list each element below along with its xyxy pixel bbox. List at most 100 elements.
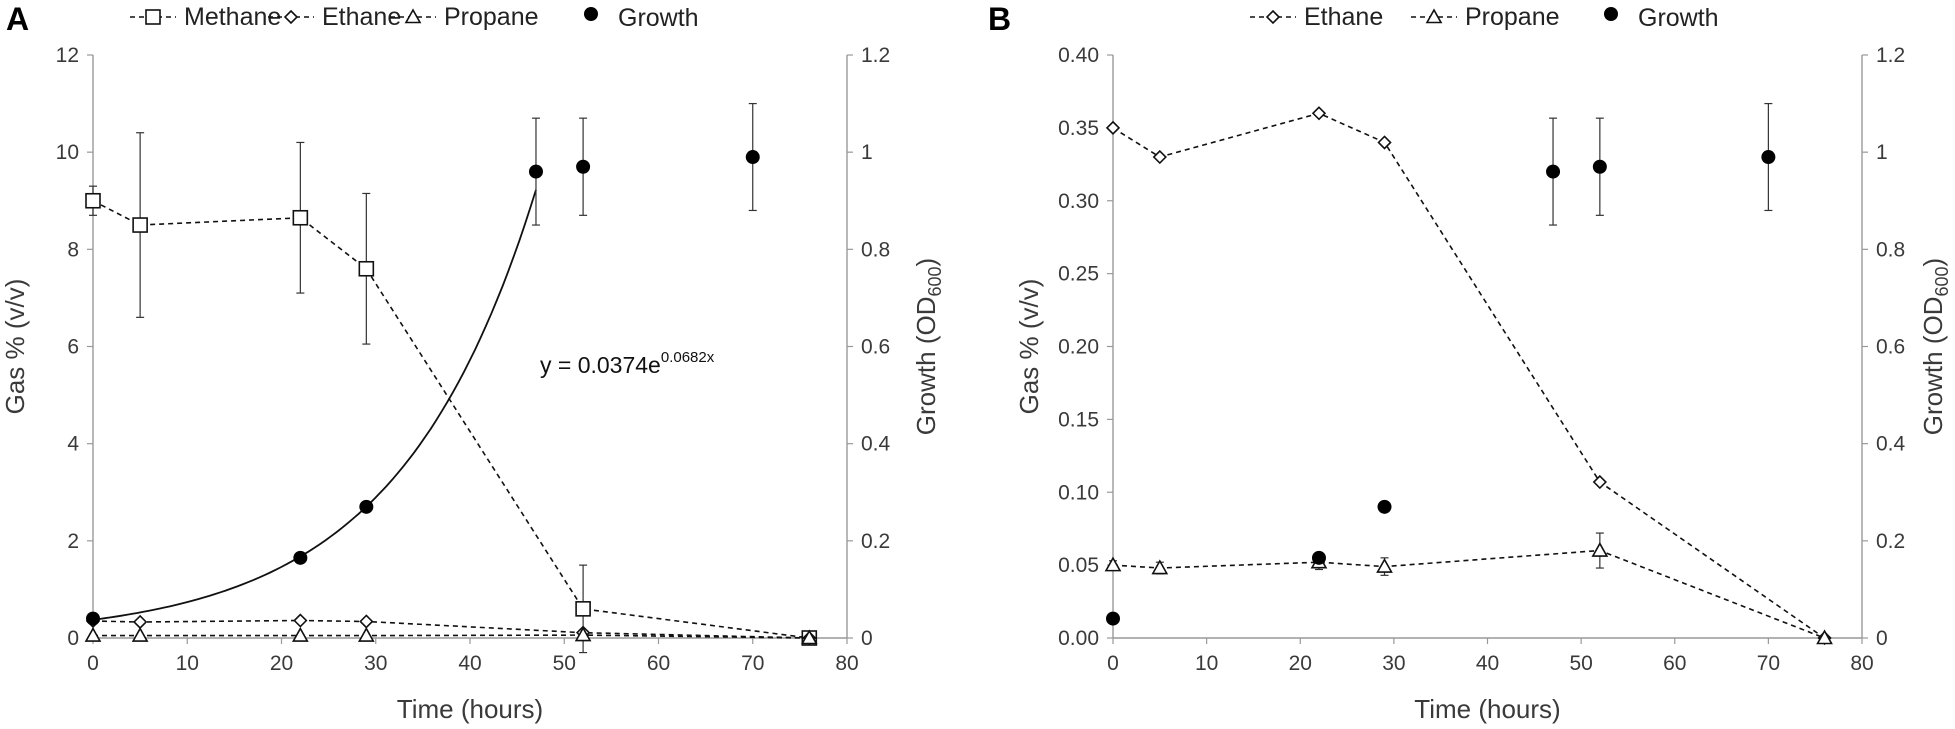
right-y-tick-label-a: 0.2 (861, 530, 890, 553)
growth-point-b (1106, 611, 1120, 626)
x-tick-label-b: 30 (1382, 652, 1405, 675)
legend-ethane-label-a: Ethane (322, 3, 401, 31)
legend-ethane-marker-a (283, 9, 299, 25)
right-y-tick-label-b: 0.6 (1876, 336, 1905, 359)
ethane-point-b (1105, 120, 1121, 136)
x-tick-label-a: 30 (364, 652, 387, 675)
x-tick-label-b: 20 (1289, 652, 1312, 675)
right-y-axis-label-a: Growth (OD600) (911, 258, 945, 435)
propane-point-b (1376, 557, 1393, 573)
x-tick-label-a: 50 (553, 652, 576, 675)
ethane-line-b (1112, 112, 1825, 639)
left-y-tick-label-b: 0.00 (1058, 627, 1099, 650)
growth-point-b (1377, 499, 1392, 514)
right-y-axis-label-close: ) (911, 258, 941, 267)
fit-equation-base: y = 0.0374e (540, 352, 661, 378)
ethane-point-b (1152, 149, 1167, 165)
legend-growth-marker-a (584, 7, 598, 21)
propane-point-a (357, 626, 375, 642)
propane-point-a (574, 626, 592, 642)
propane-point-b (1591, 541, 1609, 557)
legend-growth-marker-b (1604, 7, 1618, 21)
growth-point-a (86, 611, 100, 626)
ethane-point-a (359, 614, 374, 629)
left-y-tick-label-a: 4 (67, 433, 79, 456)
left-y-tick-label-b: 0.20 (1058, 336, 1099, 359)
series-propane-b (1104, 532, 1833, 645)
right-y-tick-label-a: 0 (861, 627, 873, 650)
legend-growth-label-b: Growth (1638, 4, 1719, 32)
growth-point-b (1546, 164, 1561, 179)
right-y-tick-label-a: 1 (861, 141, 873, 164)
legend-b: Ethane Propane Growth (1250, 3, 1719, 32)
right-y-axis-label-b: Growth (OD600) (1918, 258, 1952, 435)
methane-point-a (575, 601, 591, 617)
panel-a: A0 10 20 30 40 50 60 70 8002468101200.20.40.60.8… (0, 1, 945, 724)
x-tick-label-a: 0 (87, 652, 99, 675)
x-tick-label-b: 40 (1476, 652, 1499, 675)
left-y-tick-label-a: 10 (56, 141, 79, 164)
series-growth-b (1106, 102, 1776, 626)
left-y-tick-label-a: 6 (67, 336, 79, 359)
x-axis-label-b: Time (hours) (1414, 694, 1560, 724)
left-y-tick-label-b: 0.30 (1058, 190, 1099, 213)
right-y-axis-label-subscript: 600 (925, 266, 945, 296)
right-y-axis-label-subscript: 600 (1932, 266, 1952, 296)
legend-methane-marker-a (145, 9, 161, 25)
x-tick-label-a: 20 (270, 652, 293, 675)
methane-point-a (292, 209, 309, 226)
legend-propane-marker-b (1425, 8, 1443, 24)
growth-point-b (1592, 159, 1607, 174)
x-tick-label-a: 40 (458, 652, 481, 675)
left-y-tick-label-b: 0.15 (1058, 408, 1099, 431)
x-tick-label-a: 80 (835, 652, 858, 675)
series-methane-a (85, 132, 818, 654)
right-y-tick-label-b: 0.8 (1876, 238, 1905, 261)
growth-point-b (1761, 150, 1776, 165)
right-y-axis-label-main: Growth (OD (1918, 297, 1948, 436)
right-y-tick-label-a: 0.8 (861, 238, 890, 261)
x-tick-label-b: 80 (1850, 652, 1873, 675)
right-y-tick-label-b: 0 (1876, 627, 1888, 650)
left-y-axis-label-a: Gas % (v/v) (0, 279, 30, 415)
x-tick-label-b: 10 (1195, 652, 1218, 675)
right-y-tick-label-a: 0.4 (861, 433, 891, 456)
propane-line-a (93, 634, 810, 639)
methane-line-a (92, 200, 810, 639)
legend-propane-label-b: Propane (1465, 3, 1560, 31)
left-y-tick-label-a: 2 (67, 530, 79, 553)
right-y-tick-label-a: 1.2 (861, 44, 890, 67)
legend-growth-label-a: Growth (618, 4, 699, 32)
left-y-tick-label-b: 0.05 (1058, 554, 1099, 577)
right-y-tick-label-b: 1.2 (1876, 44, 1905, 67)
series-ethane-b (1105, 106, 1832, 646)
growth-point-a (576, 159, 591, 174)
x-tick-label-a: 60 (647, 652, 670, 675)
left-y-tick-label-b: 0.25 (1058, 263, 1099, 286)
growth-point-a (745, 150, 760, 165)
fit-equation-exponent: 0.0682x (661, 349, 715, 366)
right-y-axis-label-close: ) (1918, 258, 1948, 267)
ethane-point-a (132, 614, 148, 630)
ethane-point-a (293, 613, 308, 628)
propane-point-a (800, 629, 818, 645)
panel-b: B0 10 20 30 40 50 60 70 800.000.050.100.150.200.… (988, 1, 1952, 724)
propane-point-b (1151, 559, 1169, 575)
x-tick-label-b: 50 (1569, 652, 1592, 675)
ethane-line-a (92, 619, 810, 639)
propane-point-a (291, 626, 309, 642)
x-tick-label-b: 0 (1107, 652, 1119, 675)
left-y-tick-label-a: 8 (67, 238, 79, 261)
growth-point-a (359, 499, 374, 514)
propane-line-b (1112, 549, 1825, 639)
x-axis-label-a: Time (hours) (397, 694, 543, 724)
legend-methane-label-a: Methane (184, 3, 281, 31)
right-y-tick-label-b: 1 (1876, 141, 1888, 164)
right-y-tick-label-a: 0.6 (861, 336, 890, 359)
methane-point-a (85, 192, 101, 209)
legend-ethane-label-b: Ethane (1304, 3, 1383, 31)
ethane-point-b (1592, 474, 1607, 490)
x-tick-label-b: 70 (1757, 652, 1780, 675)
legend-a: Methane Ethane Propane Growth (130, 3, 699, 32)
left-y-tick-label-b: 0.35 (1058, 117, 1099, 140)
